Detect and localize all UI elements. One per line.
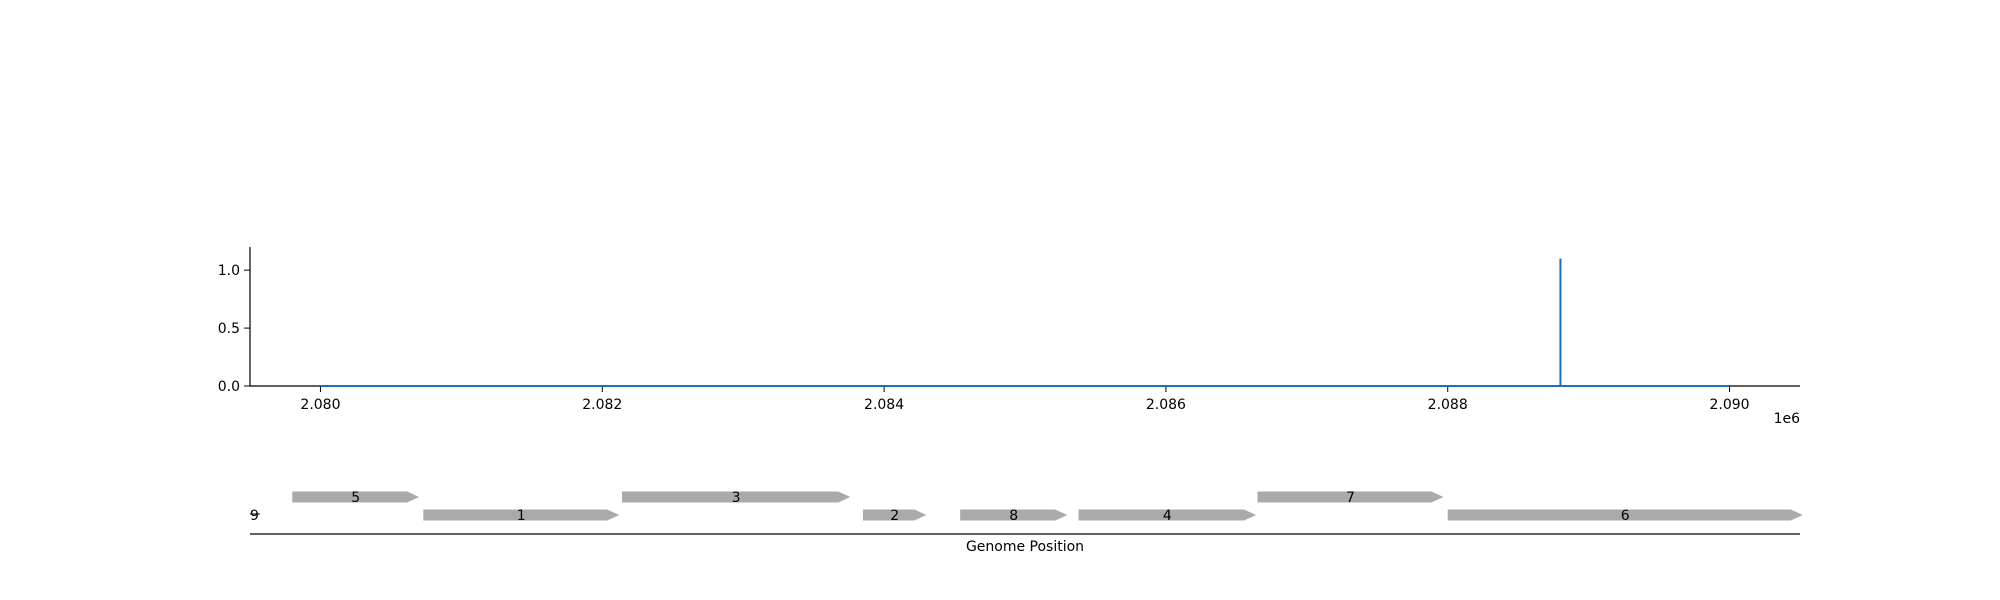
gene-arrow (622, 491, 851, 503)
x-tick-label: 2.086 (1146, 397, 1186, 413)
gene-label: 6 (1621, 508, 1630, 524)
gene-arrow (960, 509, 1068, 521)
y-tick-label: 0.0 (218, 379, 240, 395)
x-offset-label: 1e6 (1774, 411, 1801, 427)
x-tick-label: 2.080 (300, 397, 340, 413)
gene-label: 5 (351, 490, 360, 506)
gene-track: 9 5 1 3 2 8 4 7 6 Genome Position (250, 490, 1803, 555)
x-ticks: 2.080 2.082 2.084 2.086 2.088 2.090 (300, 386, 1750, 413)
gene-label: 1 (517, 508, 526, 524)
y-tick-label: 1.0 (218, 263, 240, 279)
y-ticks: 0.0 0.5 1.0 (218, 263, 250, 395)
gene-arrow (862, 509, 927, 521)
gene-label: 8 (1009, 508, 1018, 524)
x-tick-label: 2.090 (1709, 397, 1749, 413)
gene-arrow (1078, 509, 1257, 521)
gene-label: 3 (732, 490, 741, 506)
series-line (320, 258, 1730, 387)
gene-arrow (1257, 491, 1444, 503)
stray-label: 9 (250, 508, 259, 524)
signal-plot: 0.0 0.5 1.0 2.080 2.082 2.084 2.086 2.088 2.090… (218, 247, 1800, 427)
gene-arrow (1447, 509, 1803, 521)
x-tick-label: 2.084 (864, 397, 904, 413)
gene-label: 7 (1346, 490, 1355, 506)
gene-label: 2 (890, 508, 899, 524)
gene-track-xlabel: Genome Position (966, 539, 1084, 555)
genes: 5 1 3 2 8 4 7 6 (292, 490, 1803, 524)
y-tick-label: 0.5 (218, 321, 240, 337)
gene-arrow (292, 491, 420, 503)
x-tick-label: 2.088 (1428, 397, 1468, 413)
gene-arrow (423, 509, 620, 521)
x-tick-label: 2.082 (582, 397, 622, 413)
gene-label: 4 (1163, 508, 1172, 524)
